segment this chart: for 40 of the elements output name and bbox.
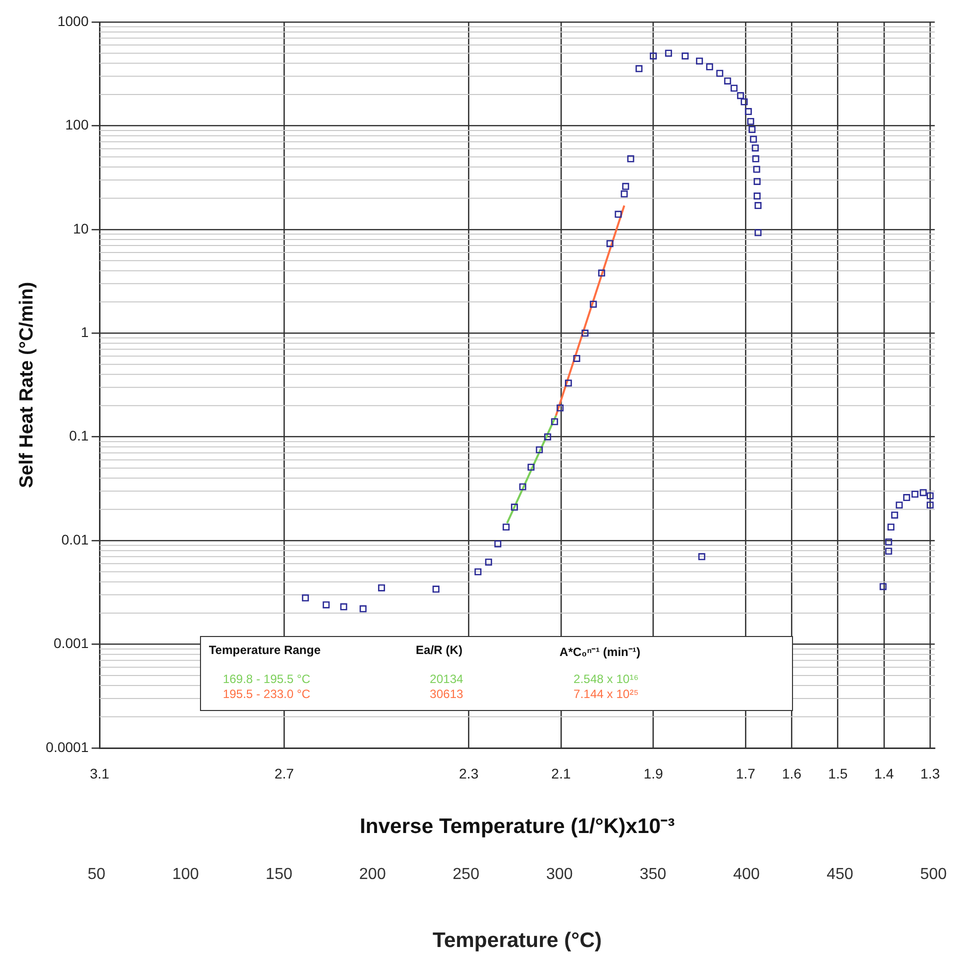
text: 350	[640, 866, 666, 884]
x-tick-label: 1.9	[644, 765, 664, 782]
annotation: 7.144 x 10²⁵	[572, 687, 640, 702]
annotation: 2.548 x 10¹⁶	[572, 672, 640, 686]
annotation: 195.5 - 233.0 °C	[222, 687, 312, 702]
annotation: 30613	[428, 687, 464, 702]
x-tick-label: 2.1	[551, 765, 571, 782]
x-tick-label: 2.7	[274, 765, 294, 782]
x-tick-label: 1.3	[920, 765, 940, 782]
text: 400	[733, 866, 760, 884]
text: 250	[452, 866, 480, 884]
x2-axis-title: Temperature (°C)	[432, 928, 602, 952]
y-tick-label: 100	[65, 116, 89, 133]
y-tick-label: 0.0001	[46, 738, 89, 755]
text: 150	[266, 866, 292, 884]
annotation: Ea/R (K)	[416, 643, 464, 660]
text: 450	[826, 866, 854, 884]
x-tick-label: 1.7	[736, 765, 756, 782]
y-tick-label: 0.1	[69, 428, 89, 444]
text: 200	[359, 866, 386, 884]
x-axis-title: Inverse Temperature (1/°K)x10⁻³	[360, 815, 675, 838]
x-tick-label: 1.6	[782, 765, 802, 782]
annotation: Temperature Range	[208, 643, 322, 660]
y-tick-label: 0.001	[54, 635, 89, 652]
text: 50	[88, 866, 106, 884]
x-tick-label: 1.4	[874, 765, 894, 782]
annotation: 20134	[428, 672, 464, 686]
y-tick-label: 0.01	[61, 531, 89, 548]
y-tick-label: 1	[80, 324, 89, 340]
x-tick-label: 3.1	[90, 765, 110, 782]
text: 300	[546, 866, 573, 884]
x-tick-label: 2.3	[459, 765, 479, 782]
y-axis-title: Self Heat Rate (°C/min)	[16, 282, 38, 488]
y-tick-label: 1000	[57, 12, 89, 29]
annotation: A*C₀ⁿ⁻¹ (min⁻¹)	[560, 644, 642, 660]
annotation: 169.8 - 195.5 °C	[222, 672, 312, 686]
x-tick-label: 1.5	[828, 765, 848, 782]
y-tick-label: 10	[73, 220, 89, 236]
text: 100	[172, 866, 199, 884]
text: 500	[920, 866, 947, 884]
